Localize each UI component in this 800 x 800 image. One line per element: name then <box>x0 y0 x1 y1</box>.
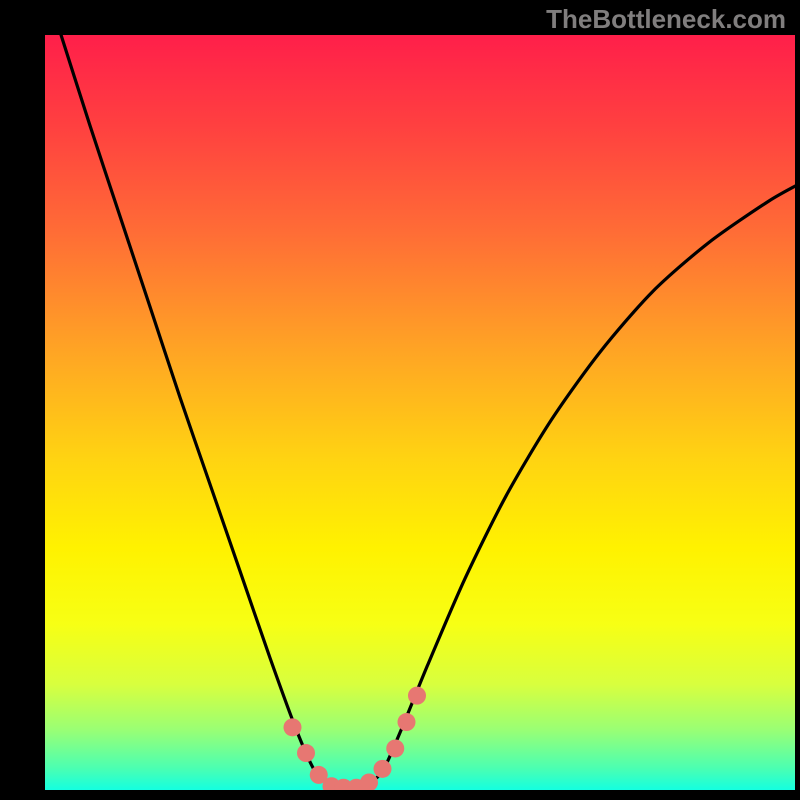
valley-marker <box>284 718 302 736</box>
valley-marker <box>297 744 315 762</box>
plot-area <box>45 35 795 790</box>
chart-svg <box>45 35 795 790</box>
gradient-background <box>45 35 795 790</box>
valley-marker <box>398 713 416 731</box>
valley-marker <box>374 760 392 778</box>
valley-marker <box>386 739 404 757</box>
watermark-text: TheBottleneck.com <box>546 4 786 35</box>
chart-root: TheBottleneck.com <box>0 0 800 800</box>
valley-marker <box>408 687 426 705</box>
